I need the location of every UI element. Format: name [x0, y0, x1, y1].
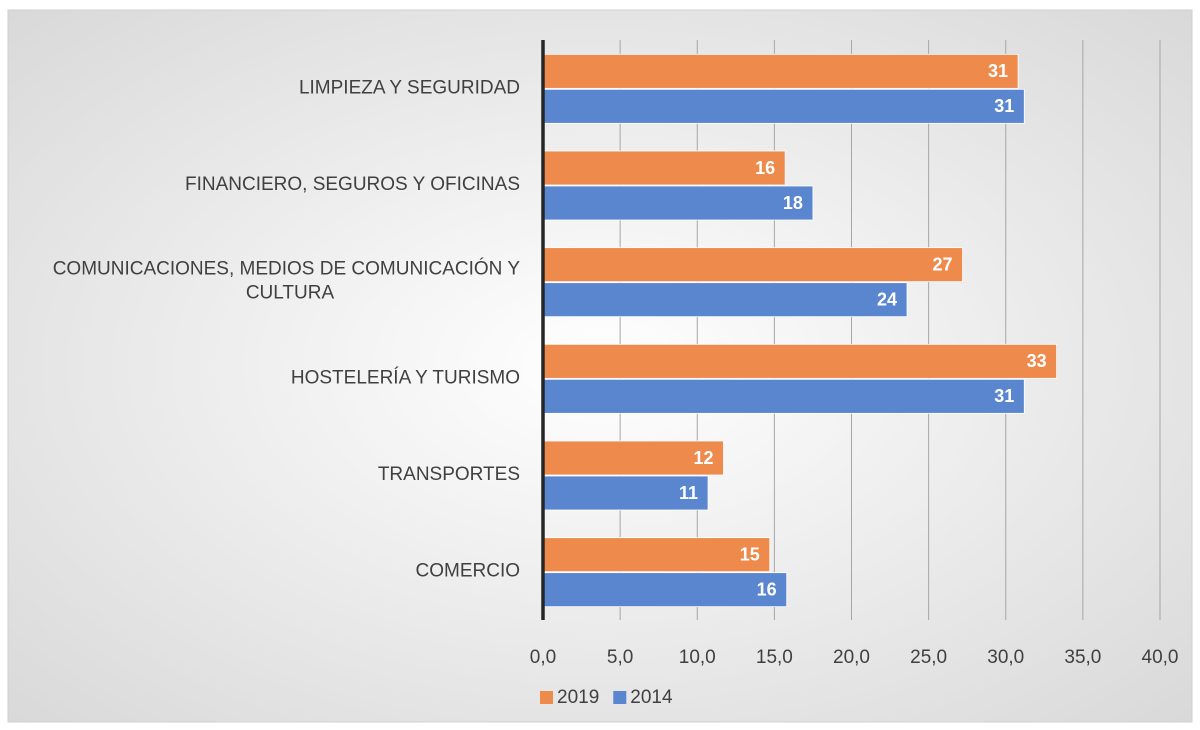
bar	[542, 572, 788, 608]
bar	[542, 475, 709, 511]
legend-label: 2019	[557, 687, 599, 708]
bar	[542, 537, 771, 573]
bar	[542, 53, 1019, 89]
x-tick-label: 15,0	[756, 647, 793, 668]
bar	[542, 282, 908, 318]
x-tick-label: 0,0	[530, 647, 556, 668]
x-tick-label: 35,0	[1064, 647, 1101, 668]
y-tick-label: LIMPIEZA Y SEGURIDAD	[299, 77, 520, 98]
x-tick-label: 10,0	[679, 647, 716, 668]
bar	[542, 378, 1025, 414]
bar	[542, 343, 1058, 379]
value-label: 27	[933, 254, 953, 274]
value-label: 31	[994, 96, 1014, 116]
y-tick-label-line: CULTURA	[246, 283, 335, 304]
value-label: 12	[693, 448, 713, 468]
x-tick-label: 30,0	[987, 647, 1024, 668]
y-tick-label: TRANSPORTES	[378, 464, 520, 485]
value-label: 16	[757, 579, 777, 599]
x-tick-label: 5,0	[607, 647, 633, 668]
bar	[542, 88, 1025, 124]
value-label: 31	[994, 386, 1014, 406]
y-tick-label: FINANCIERO, SEGUROS Y OFICINAS	[185, 174, 520, 195]
value-label: 15	[740, 544, 760, 564]
bar	[542, 185, 814, 221]
bar	[542, 440, 724, 476]
y-tick-label-line: COMUNICACIONES, MEDIOS DE COMUNICACIÓN Y	[53, 258, 521, 280]
legend-swatch	[613, 691, 627, 704]
value-label: 33	[1027, 351, 1047, 371]
bar	[542, 247, 963, 283]
x-tick-label: 25,0	[910, 647, 947, 668]
y-tick-label: HOSTELERÍA Y TURISMO	[291, 367, 520, 388]
legend-swatch	[540, 691, 553, 704]
legend-label: 2014	[630, 687, 673, 708]
value-label: 18	[783, 193, 803, 213]
value-label: 31	[988, 61, 1008, 81]
bar	[542, 150, 786, 186]
x-tick-label: 20,0	[833, 647, 870, 668]
value-label: 11	[679, 483, 698, 503]
value-label: 24	[877, 289, 897, 309]
y-tick-label: COMERCIO	[416, 561, 521, 582]
x-tick-label: 40,0	[1142, 647, 1179, 668]
y-tick-label: COMUNICACIONES, MEDIOS DE COMUNICACIÓN Y…	[53, 258, 521, 304]
value-label: 16	[755, 158, 775, 178]
